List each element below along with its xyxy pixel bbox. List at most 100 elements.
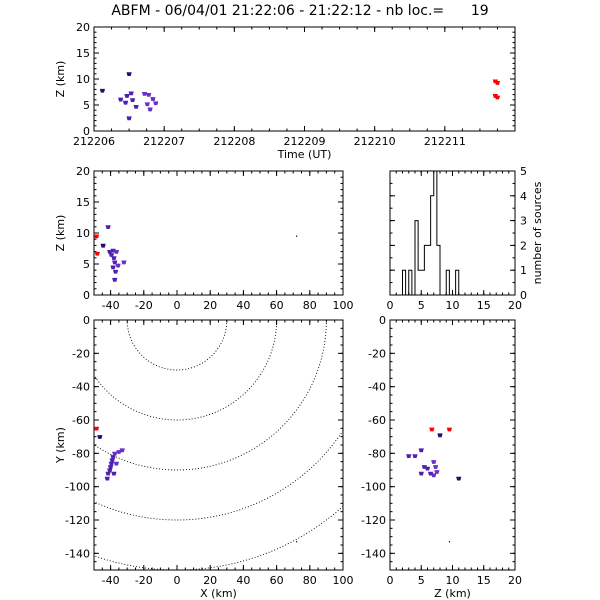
x-tick-label: 10 [446,299,460,312]
x-tick-label: 10 [446,574,460,587]
y-tick-label: -40 [368,381,386,394]
data-point [434,470,440,474]
data-point [296,541,298,543]
histogram-outline [390,170,515,296]
x-tick-label: 212208 [213,135,255,148]
plot-frame [93,26,516,132]
data-point [418,471,424,476]
data-point [456,476,462,481]
y-tick-label: -80 [72,447,90,460]
y-tick-label: 10 [76,73,90,86]
data-point [418,448,424,453]
y-tick-label: -120 [65,514,90,527]
y-tick-label: 10 [76,227,90,240]
y-tick-label: 0 [379,314,386,327]
x-tick-label: 15 [477,574,491,587]
x-tick-label: 0 [387,574,394,587]
data-point [108,253,115,257]
x-tick-label: 40 [236,299,250,312]
y-axis-label: Y (km) [54,427,67,464]
x-tick-label: 212211 [424,135,466,148]
data-point [147,107,153,112]
y-tick-label: 0 [520,289,527,302]
y-tick-label: 3 [520,215,527,228]
plot-frame [389,319,516,571]
data-point [122,100,129,105]
y-tick-label: -80 [368,447,386,460]
y-tick-label: 5 [83,99,90,112]
range-ring [94,320,278,421]
x-tick-label: 100 [333,574,354,587]
plan-view-panel: -40 -20 0 20 40 60 80 100 -140 -120 -100 -80 -60 -40 -… [54,314,354,600]
plot-frame [93,170,344,296]
data-point [108,461,115,466]
data-point [118,97,124,102]
data-point [94,251,100,256]
y-tick-label: 15 [76,47,90,60]
x-tick-label: 100 [333,299,354,312]
data-point [494,81,501,85]
data-point [126,72,132,76]
range-rings [94,320,343,570]
data-point [128,91,134,96]
y-tick-label: 4 [520,190,527,203]
y-tick-label: 5 [83,258,90,271]
data-point [124,94,130,98]
data-point [105,225,111,229]
y-tick-label: 2 [520,239,527,252]
y-tick-label: -60 [368,414,386,427]
data-point [113,250,120,254]
y-tick-label: -100 [65,481,90,494]
data-point [133,104,139,109]
data-point [112,277,118,282]
y-tick-label: -40 [72,381,90,394]
data-point [93,234,100,239]
x-tick-label: 15 [477,299,491,312]
y-tick-label: 5 [520,165,527,178]
x-tick-label: 60 [270,299,284,312]
data-point [429,427,435,432]
x-tick-label: 60 [270,574,284,587]
x-tick-label: 5 [418,299,425,312]
altitude-y-panel: 0 5 10 15 20 -140 -120 -100 -80 -60 -40 -20 0 Z (km) [361,314,522,600]
data-point [129,98,136,102]
y-tick-label: 1 [520,264,527,277]
data-point [105,471,111,476]
x-tick-label: 5 [418,574,425,587]
data-point [113,461,120,466]
y-tick-label: -20 [368,347,386,360]
data-point [99,88,106,93]
data-point [494,95,501,100]
x-tick-label: -40 [102,299,120,312]
data-point [104,476,110,481]
x-tick-label: 80 [303,574,317,587]
data-point [150,97,156,101]
y-tick-label: -100 [361,481,386,494]
data-point [110,455,116,459]
plot-frame [93,319,344,571]
y-tick-label: -120 [361,514,386,527]
y-tick-label: 15 [76,196,90,209]
y-tick-label: 20 [76,165,90,178]
data-point [100,243,106,248]
data-point [141,91,148,96]
data-point [433,465,439,469]
data-point [112,260,118,265]
x-tick-label: 212206 [73,135,115,148]
time-altitude-panel: 212206 212207 212208 212209 212210 212211 0 5 10… [54,21,516,161]
data-point [107,468,113,473]
data-point [412,454,418,459]
x-tick-label: 0 [174,299,181,312]
data-point [110,265,116,270]
x-axis-label: X (km) [200,587,237,600]
x-tick-label: -20 [135,299,153,312]
x-axis-label: Z (km) [434,587,471,600]
data-point [431,473,437,478]
y-tick-label: -60 [72,414,90,427]
data-point [296,235,298,237]
data-point [121,260,127,265]
data-point [126,116,132,121]
x-tick-label: 0 [174,574,181,587]
